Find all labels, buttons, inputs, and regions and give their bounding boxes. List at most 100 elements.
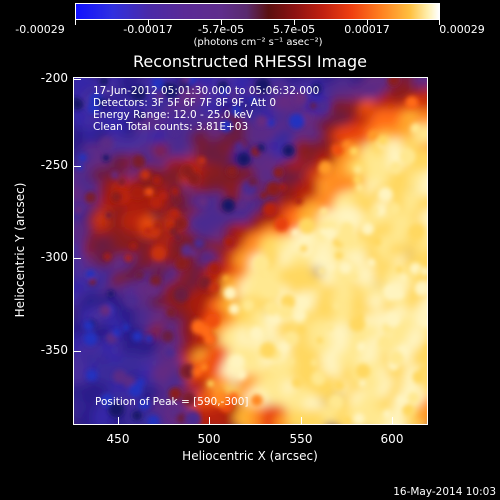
image-texture-blob [207, 380, 215, 388]
image-texture-blob [389, 161, 402, 174]
image-texture-blob [197, 196, 208, 207]
colorbar-tick-label: 0.00017 [344, 23, 390, 36]
image-texture-blob [353, 175, 363, 184]
image-texture-blob [245, 88, 252, 95]
image-texture-blob [179, 363, 196, 380]
image-texture-blob [318, 267, 326, 275]
image-texture-blob [250, 394, 263, 407]
image-texture-blob [342, 416, 352, 424]
image-texture-blob [108, 401, 125, 418]
x-tick-label: 500 [197, 432, 221, 446]
image-texture-blob [388, 350, 404, 366]
image-texture-blob [74, 359, 90, 389]
x-tick-label: 550 [289, 432, 313, 446]
image-texture-blob [132, 410, 143, 421]
image-texture-blob [227, 87, 242, 102]
y-tick [73, 351, 81, 352]
image-texture-blob [148, 285, 158, 295]
image-texture-blob [89, 278, 96, 286]
image-texture-blob [74, 205, 83, 215]
image-texture-blob [378, 186, 393, 202]
colorbar-tick [221, 20, 222, 25]
image-texture-blob [244, 120, 273, 149]
image-texture-blob [318, 160, 333, 176]
image-texture-blob [287, 358, 295, 365]
image-texture-blob [420, 365, 427, 373]
colorbar-tick-label: -0.00029 [15, 23, 65, 36]
image-texture-blob [136, 111, 145, 120]
detectors-label: Detectors: 3F 5F 6F 7F 8F 9F, Att 0 [93, 97, 277, 109]
image-texture-blob [271, 80, 287, 96]
image-texture-blob [299, 218, 315, 234]
image-texture-blob [409, 224, 425, 240]
image-texture-blob [332, 144, 344, 156]
image-texture-blob [130, 185, 146, 201]
image-texture-blob [223, 286, 237, 300]
image-texture-blob [193, 238, 205, 249]
image-texture-blob [355, 332, 364, 340]
image-texture-blob [292, 377, 303, 388]
y-tick-label: -300 [40, 250, 68, 264]
colorbar-tick [148, 20, 149, 25]
image-texture-blob [402, 404, 415, 417]
image-texture-blob [235, 142, 244, 151]
image-texture-blob [170, 187, 180, 196]
image-texture-blob [359, 379, 366, 387]
image-texture-blob [211, 390, 228, 407]
x-axis-label: Heliocentric X (arcsec) [182, 449, 318, 463]
image-texture-blob [410, 123, 421, 134]
y-tick-label: -200 [40, 71, 68, 85]
image-texture-blob [96, 97, 106, 107]
image-texture-blob [291, 228, 300, 237]
image-texture-blob [165, 347, 175, 358]
image-texture-blob [350, 316, 366, 332]
image-texture-blob [264, 300, 280, 317]
colorbar-tick [75, 20, 76, 25]
image-texture-blob [368, 130, 379, 141]
image-texture-blob [349, 146, 359, 156]
image-texture-blob [181, 164, 194, 178]
image-texture-blob [265, 181, 281, 197]
image-texture-blob [208, 262, 221, 275]
image-texture-blob [285, 331, 299, 345]
method-counts-label: Clean Total counts: 3.81E+03 [93, 121, 249, 133]
image-texture-blob [355, 363, 371, 379]
image-texture-blob [173, 196, 181, 204]
colorbar [75, 3, 440, 20]
image-texture-blob [124, 254, 133, 262]
image-texture-blob [229, 354, 245, 370]
image-texture-blob [138, 398, 151, 410]
image-texture-blob [199, 325, 212, 338]
image-texture-blob [398, 345, 409, 355]
image-texture-blob [150, 275, 162, 287]
image-texture-blob [182, 392, 196, 406]
y-tick-label: -250 [40, 158, 68, 172]
image-texture-blob [135, 270, 144, 280]
image-texture-blob [255, 115, 268, 128]
image-texture-blob [310, 102, 317, 110]
x-tick [392, 417, 393, 425]
image-texture-blob [334, 251, 343, 260]
image-texture-blob [221, 198, 236, 213]
image-texture-blob [311, 83, 322, 94]
image-texture-blob [412, 370, 426, 384]
image-texture-blob [118, 177, 126, 186]
image-texture-blob [132, 331, 143, 342]
x-tick [301, 417, 302, 425]
image-texture-blob [328, 394, 344, 410]
image-texture-blob [131, 154, 146, 169]
plot-title: Reconstructed RHESSI Image [133, 52, 367, 71]
y-tick [73, 79, 81, 80]
image-texture-blob [175, 234, 182, 241]
footer-timestamp: 16-May-2014 10:03 [393, 486, 496, 498]
image-texture-blob [83, 320, 94, 331]
image-texture-blob [100, 304, 112, 316]
image-texture-blob [162, 82, 172, 93]
image-texture-blob [208, 281, 220, 293]
image-texture-blob [242, 298, 255, 312]
image-texture-blob [295, 297, 309, 310]
image-texture-blob [228, 303, 240, 315]
image-texture-blob [128, 383, 143, 398]
image-texture-blob [396, 266, 403, 273]
image-texture-blob [256, 143, 265, 153]
